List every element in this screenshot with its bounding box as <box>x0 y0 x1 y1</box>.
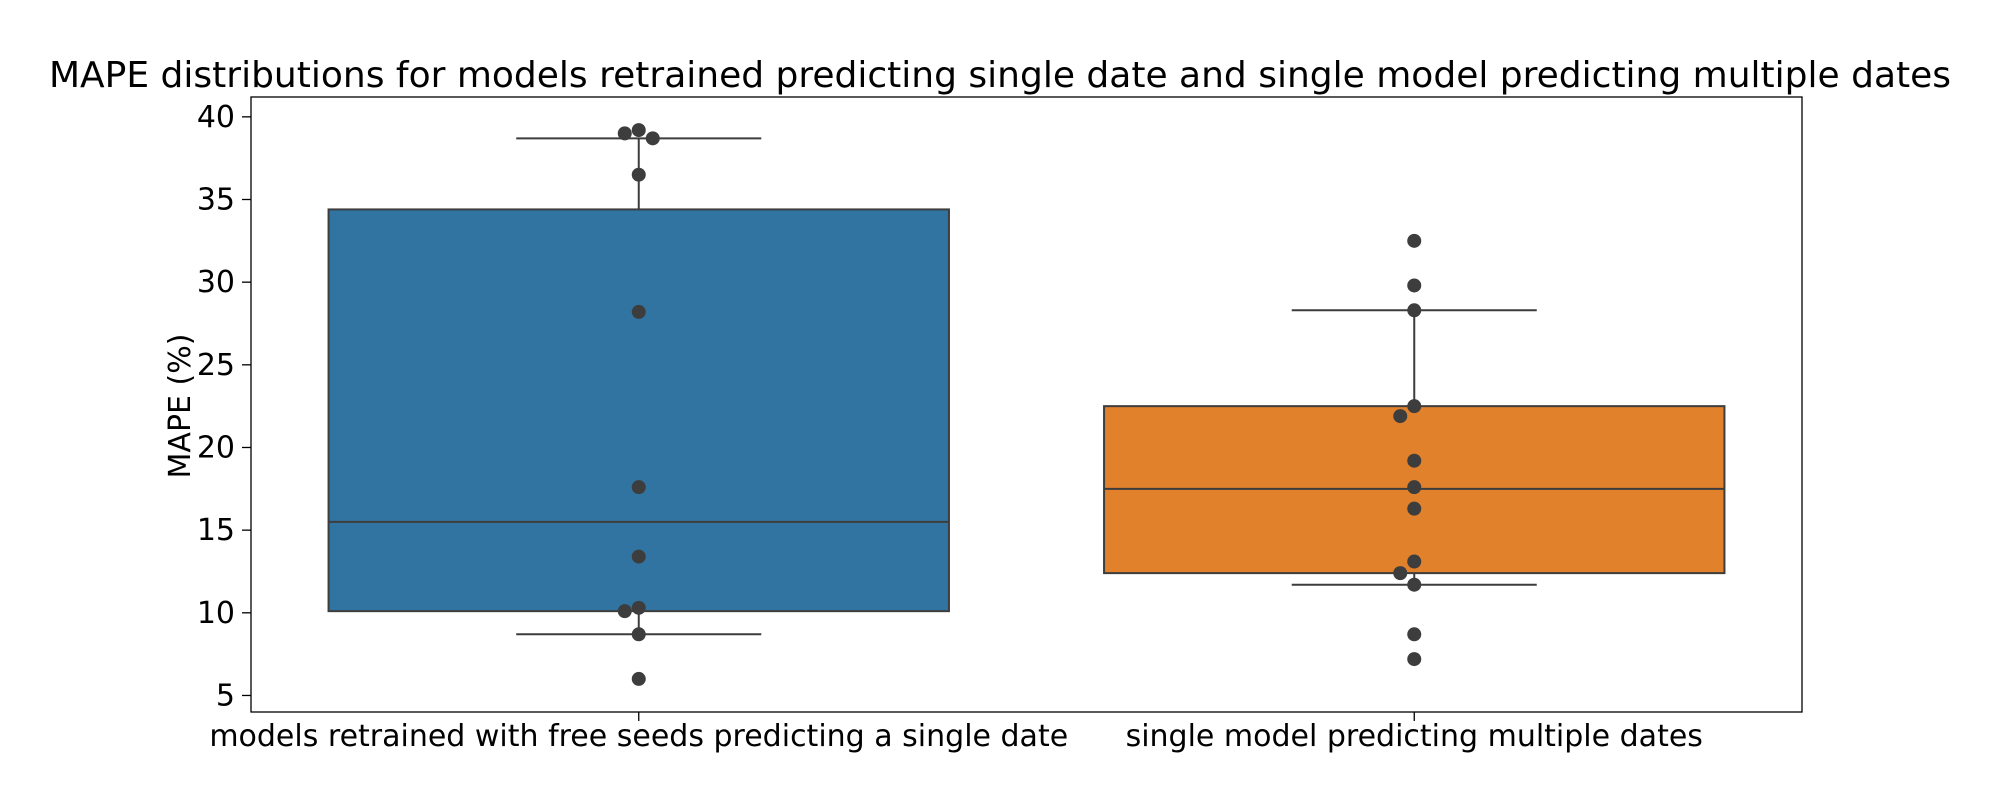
chart-title: MAPE distributions for models retrained … <box>49 55 1951 96</box>
data-point <box>1393 566 1408 581</box>
y-tick-label: 25 <box>197 348 235 383</box>
data-point <box>617 604 632 619</box>
data-point <box>1407 577 1422 592</box>
data-point <box>1407 627 1422 642</box>
y-tick-label: 20 <box>197 430 235 465</box>
data-point <box>1407 453 1422 468</box>
data-point <box>1407 554 1422 569</box>
data-point <box>631 123 646 138</box>
data-point <box>1393 409 1408 424</box>
data-point <box>1407 652 1422 667</box>
data-point <box>617 126 632 141</box>
plot-frame <box>250 96 1803 713</box>
data-point <box>631 304 646 319</box>
data-point <box>1407 501 1422 516</box>
x-tick-label: models retrained with free seeds predict… <box>209 719 1068 754</box>
data-point <box>631 167 646 182</box>
data-point <box>1407 480 1422 495</box>
data-point <box>631 600 646 615</box>
y-tick-label: 40 <box>197 100 235 135</box>
y-tick-label: 10 <box>197 596 235 631</box>
plot-area: 5 10 15 20 25 30 35 40 models retrained with fre… <box>197 96 1803 754</box>
data-point <box>631 480 646 495</box>
data-point <box>631 549 646 564</box>
data-point <box>1407 399 1422 414</box>
data-point <box>631 671 646 686</box>
y-tick-label: 5 <box>216 678 235 713</box>
data-point <box>1407 233 1422 248</box>
y-tick-label: 30 <box>197 265 235 300</box>
y-tick-label: 35 <box>197 183 235 218</box>
data-point <box>645 131 660 146</box>
y-axis-label: MAPE (%) <box>163 334 198 479</box>
data-point <box>631 627 646 642</box>
data-point <box>1407 303 1422 318</box>
data-point <box>1407 278 1422 293</box>
y-tick-label: 15 <box>197 513 235 548</box>
x-tick-label: single model predicting multiple dates <box>1126 719 1703 754</box>
box-body <box>327 208 950 613</box>
